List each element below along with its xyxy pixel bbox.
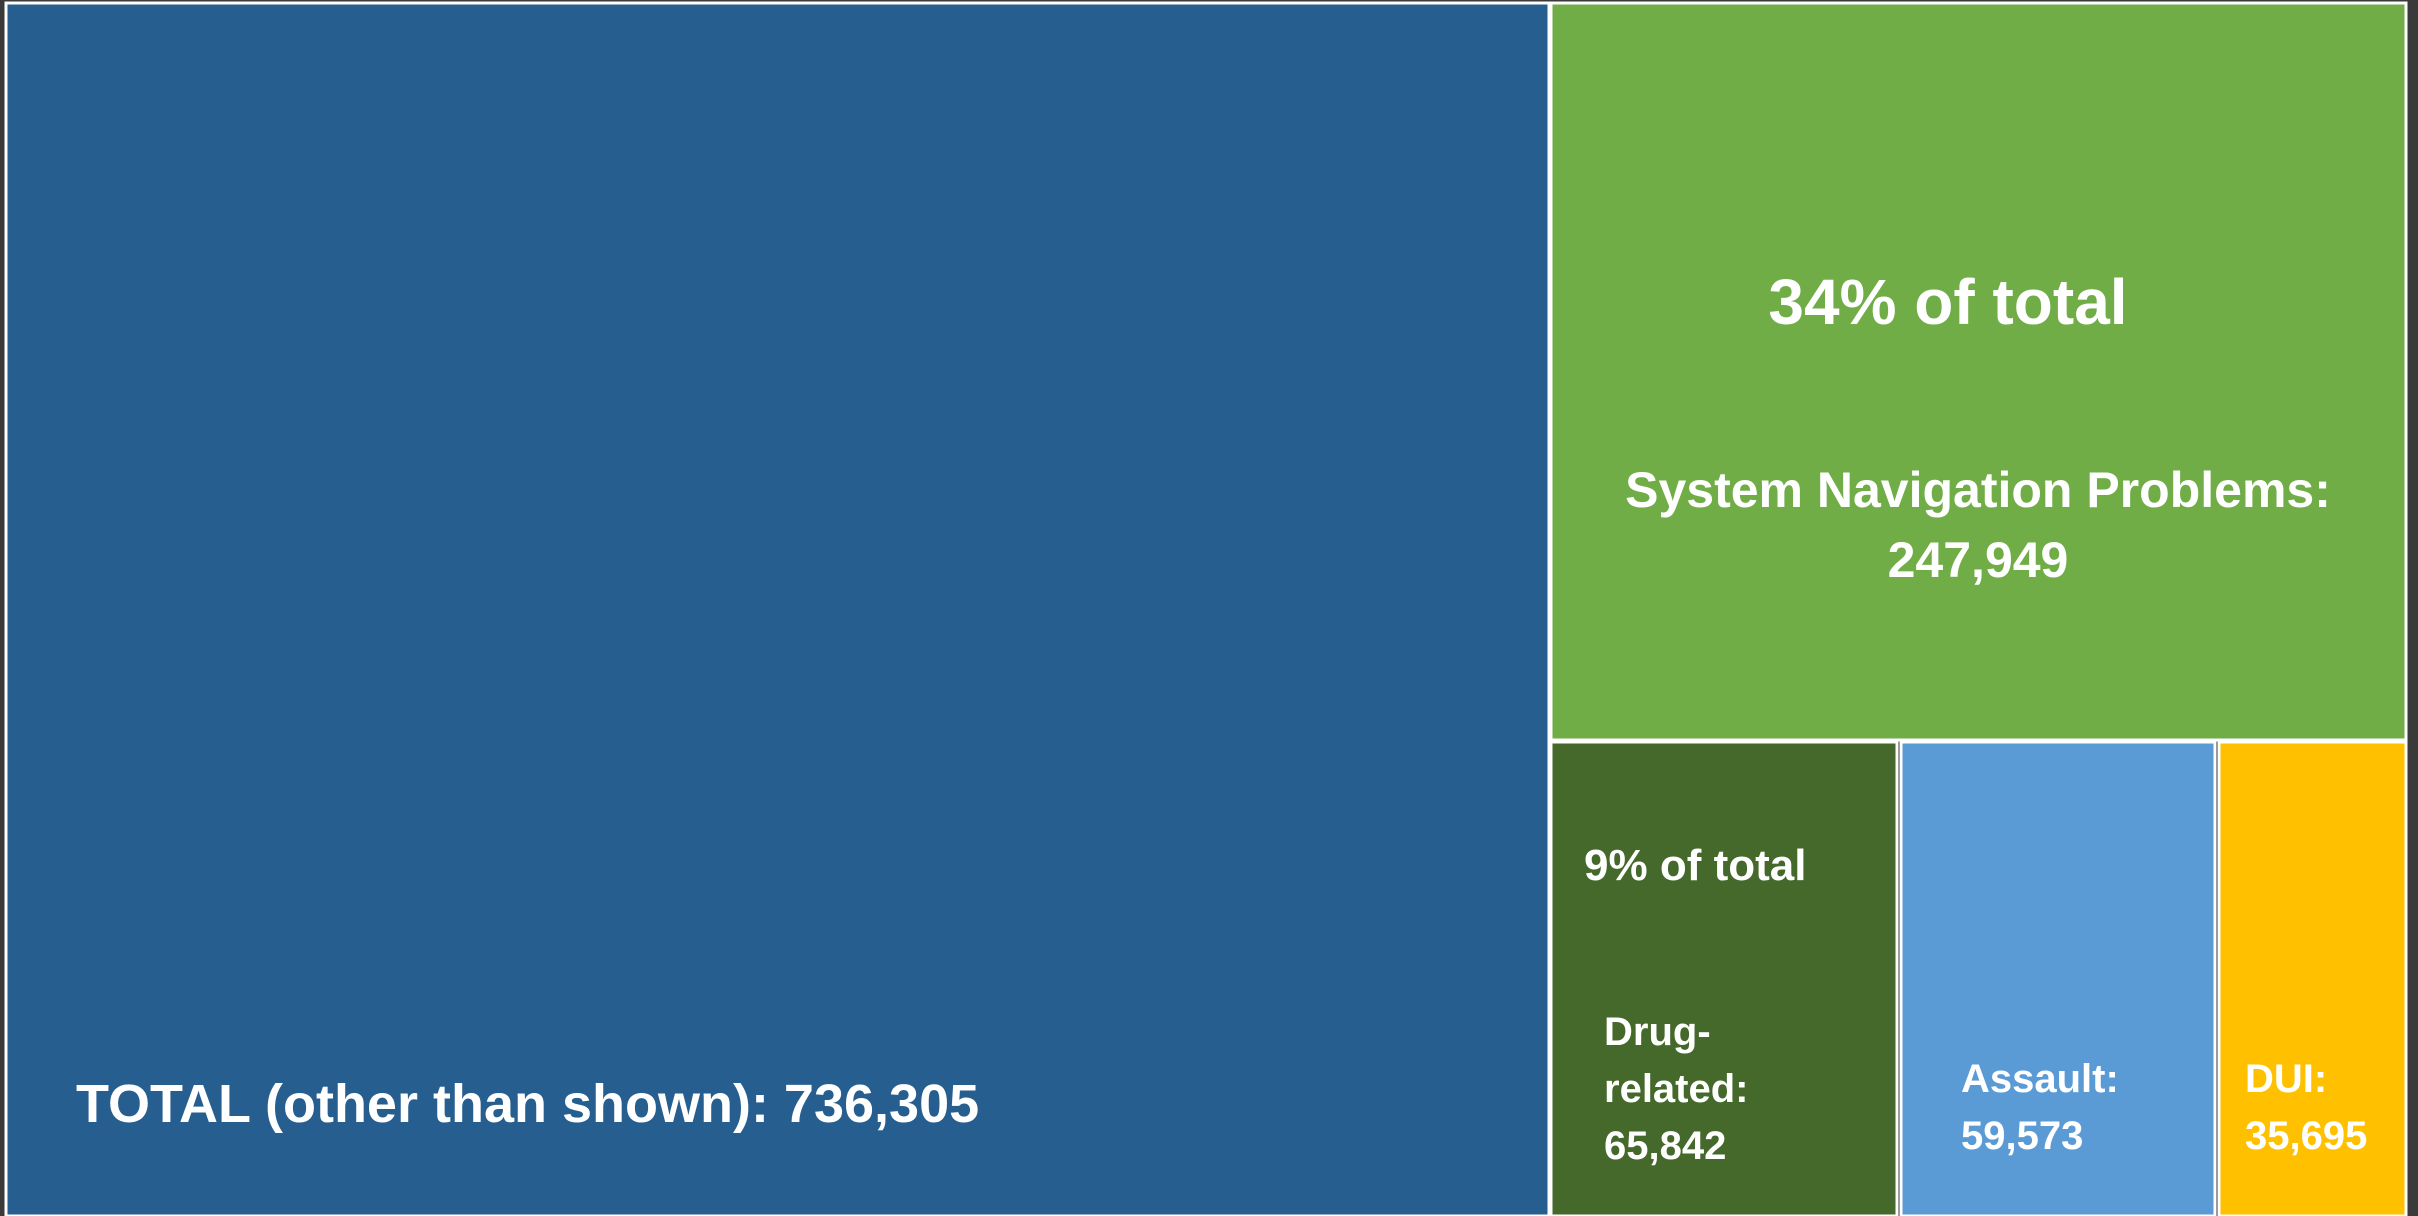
tile-assault: Assault: 59,573 [1899, 740, 2217, 1216]
tile-label-line-assault-0: Assault: [1961, 1057, 2119, 1101]
tile-label-line-dui-1: 35,695 [2245, 1114, 2367, 1158]
tile-rect-assault [1899, 740, 2217, 1216]
tile-pct-label-drug-related: 9% of total [1584, 841, 1806, 890]
tile-dui: DUI: 35,695 [2217, 740, 2408, 1216]
tile-rect-drug-related [1549, 740, 1899, 1216]
tile-drug-related: 9% of total Drug-related: 65,842 [1549, 740, 1899, 1216]
tile-label-line-assault-1: 59,573 [1961, 1114, 2083, 1158]
tile-label-line-drug-related-2: 65,842 [1604, 1124, 1726, 1168]
tile-label-other: TOTAL (other than shown): 736,305 [76, 1074, 979, 1134]
tile-pct-label-system-navigation: 34% of total [1768, 266, 2127, 338]
tile-label-line-drug-related-0: Drug- [1604, 1010, 1711, 1054]
tile-rect-system-navigation [1549, 1, 2408, 742]
tile-rect-dui [2217, 740, 2408, 1216]
tile-label-line-drug-related-1: related: [1604, 1067, 1749, 1111]
tile-rect-other [4, 1, 1551, 1216]
tile-label-line-system-navigation-0: System Navigation Problems: [1625, 462, 2331, 518]
tile-other: TOTAL (other than shown): 736,305 [4, 1, 1551, 1216]
tile-label-drug-related: Drug-related: 65,842 [1604, 1010, 1749, 1168]
tile-label-dui: DUI: 35,695 [2245, 1057, 2367, 1158]
tile-system-navigation: 34% of total System Navigation Problems: 2… [1549, 1, 2408, 742]
tile-label-line-system-navigation-1: 247,949 [1888, 532, 2069, 588]
tile-label-system-navigation: System Navigation Problems: 247,949 [1625, 462, 2331, 588]
tile-label-line-dui-0: DUI: [2245, 1057, 2327, 1101]
tile-label-assault: Assault: 59,573 [1961, 1057, 2119, 1158]
